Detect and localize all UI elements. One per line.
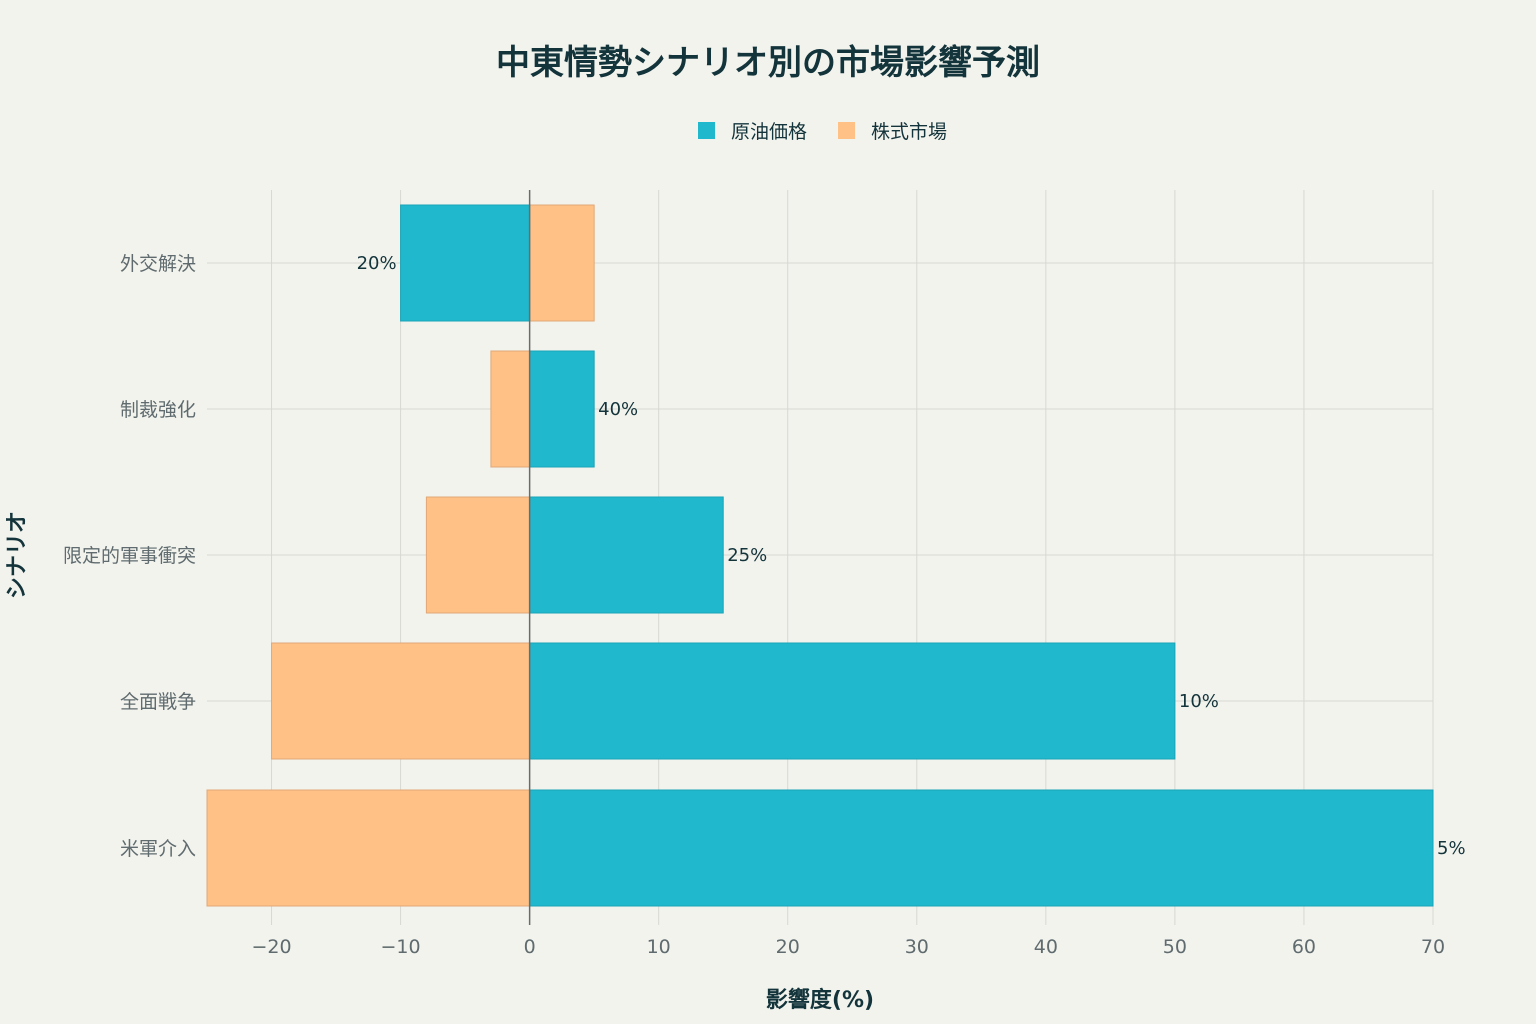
x-tick-label: −10 [381, 936, 421, 958]
bar-oil-3[interactable] [529, 642, 1176, 760]
bar-oil-2[interactable] [529, 496, 724, 614]
x-tick-label: 70 [1421, 936, 1445, 958]
y-category-label: 全面戦争 [120, 691, 196, 713]
bar-data-label: 5% [1437, 838, 1466, 859]
x-axis-ticks: −20 −10 0 10 20 30 40 50 60 70 [251, 936, 1445, 958]
bar-labels: 20% 40% 25% 10% 5% [357, 253, 1466, 859]
bar-stock-4[interactable] [206, 789, 531, 907]
bar-stock-2[interactable] [425, 496, 531, 614]
bar-oil-1[interactable] [529, 350, 595, 468]
y-category-label: 制裁強化 [120, 399, 196, 421]
legend[interactable]: 原油価格 株式市場 [698, 121, 947, 143]
x-tick-label: 10 [647, 936, 671, 958]
x-tick-label: 40 [1034, 936, 1058, 958]
x-tick-label: 60 [1292, 936, 1316, 958]
x-tick-label: 0 [524, 936, 536, 958]
y-category-label: 限定的軍事衝突 [63, 545, 196, 567]
legend-label-stock[interactable]: 株式市場 [871, 121, 947, 143]
y-category-label: 米軍介入 [120, 838, 196, 860]
bars [206, 204, 1434, 907]
x-tick-label: −20 [251, 936, 291, 958]
legend-label-oil[interactable]: 原油価格 [731, 121, 807, 143]
y-category-label: 外交解決 [120, 253, 196, 275]
x-tick-label: 20 [776, 936, 800, 958]
bar-stock-3[interactable] [271, 642, 531, 760]
bar-data-label: 20% [357, 253, 397, 274]
y-axis-title: シナリオ [5, 511, 30, 599]
bar-stock-0[interactable] [529, 204, 595, 322]
legend-swatch-stock[interactable] [838, 122, 855, 139]
bar-data-label: 40% [598, 399, 638, 420]
x-tick-label: 50 [1163, 936, 1187, 958]
chart-title: 中東情勢シナリオ別の市場影響予測 [496, 43, 1040, 83]
bar-oil-0[interactable] [400, 204, 531, 322]
x-axis-title: 影響度(%) [766, 987, 874, 1013]
bar-data-label: 25% [727, 545, 767, 566]
bar-oil-4[interactable] [529, 789, 1434, 907]
bar-stock-1[interactable] [490, 350, 531, 468]
x-tick-label: 30 [905, 936, 929, 958]
legend-swatch-oil[interactable] [698, 122, 715, 139]
bar-data-label: 10% [1179, 691, 1219, 712]
